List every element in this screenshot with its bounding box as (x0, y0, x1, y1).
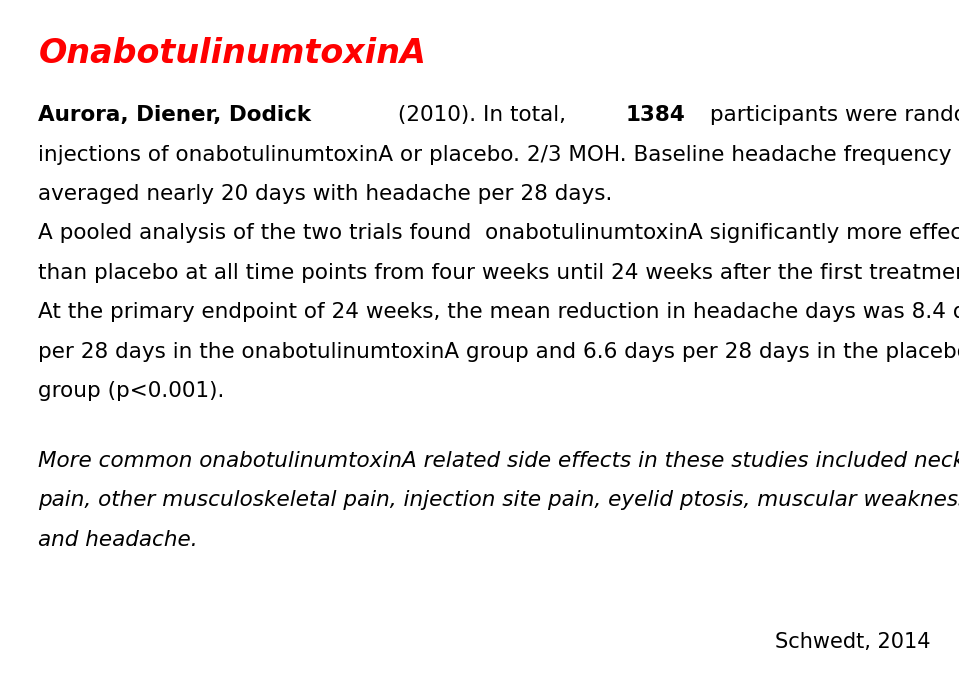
Text: than placebo at all time points from four weeks until 24 weeks after the first t: than placebo at all time points from fou… (38, 263, 959, 282)
Text: (2010). In total,: (2010). In total, (390, 105, 573, 125)
Text: per 28 days in the onabotulinumtoxinA group and 6.6 days per 28 days in the plac: per 28 days in the onabotulinumtoxinA gr… (38, 342, 959, 361)
Text: A pooled analysis of the two trials found  onabotulinumtoxinA significantly more: A pooled analysis of the two trials foun… (38, 223, 959, 243)
Text: More common onabotulinumtoxinA related side effects in these studies included ne: More common onabotulinumtoxinA related s… (38, 451, 959, 471)
Text: Aurora, Diener, Dodick: Aurora, Diener, Dodick (38, 105, 312, 125)
Text: OnabotulinumtoxinA: OnabotulinumtoxinA (38, 37, 426, 71)
Text: injections of onabotulinumtoxinA or placebo. 2/3 MOH. Baseline headache frequenc: injections of onabotulinumtoxinA or plac… (38, 145, 952, 164)
Text: pain, other musculoskeletal pain, injection site pain, eyelid ptosis, muscular w: pain, other musculoskeletal pain, inject… (38, 490, 959, 510)
Text: averaged nearly 20 days with headache per 28 days.: averaged nearly 20 days with headache pe… (38, 184, 613, 204)
Text: Schwedt, 2014: Schwedt, 2014 (775, 632, 930, 652)
Text: and headache.: and headache. (38, 530, 198, 549)
Text: group (p<0.001).: group (p<0.001). (38, 381, 224, 401)
Text: participants were randomized 1:1 to: participants were randomized 1:1 to (703, 105, 959, 125)
Text: 1384: 1384 (625, 105, 686, 125)
Text: At the primary endpoint of 24 weeks, the mean reduction in headache days was 8.4: At the primary endpoint of 24 weeks, the… (38, 302, 959, 322)
